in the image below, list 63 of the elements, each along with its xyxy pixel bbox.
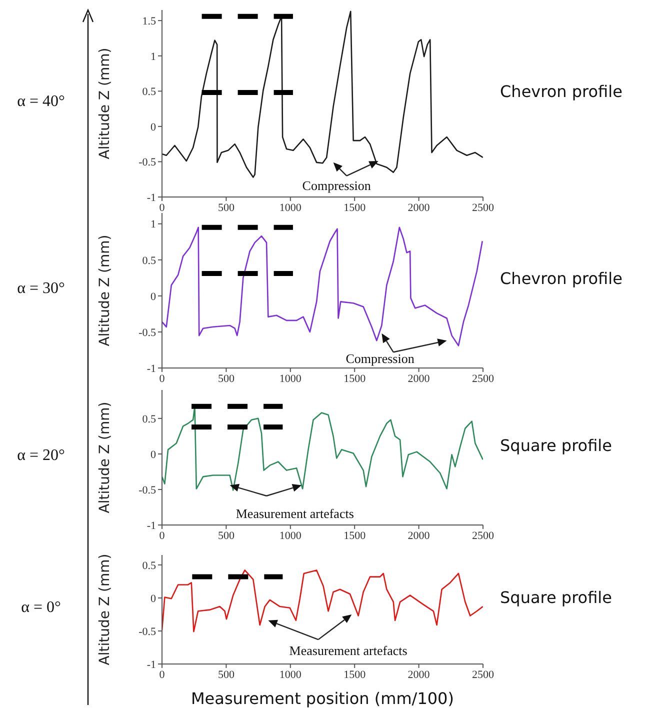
y-tick-label: 0.5: [142, 254, 156, 267]
y-tick-label: -0.5: [138, 326, 156, 339]
y-tick-label: 0.5: [142, 86, 156, 98]
y-axis-title: Altitude Z (mm): [96, 402, 113, 514]
annotation: Measurement artefacts: [234, 506, 355, 522]
x-tick-label: 2500: [472, 372, 494, 385]
x-tick-label: 0: [159, 372, 166, 385]
x-axis-title: Measurement position (mm/100): [191, 689, 454, 708]
x-tick-label: 1500: [344, 668, 366, 681]
x-tick-label: 1500: [344, 372, 366, 385]
y-tick-label: -0.5: [138, 484, 156, 496]
y-axis-title: Altitude Z (mm): [96, 554, 113, 666]
annotation: Compression: [301, 178, 372, 194]
text: α = 40°: [16, 92, 66, 110]
x-tick-label: 2500: [472, 530, 494, 542]
y-tick-label: 0: [150, 592, 156, 605]
y-tick-label: -1: [146, 520, 156, 532]
x-tick-label: 1500: [344, 202, 366, 214]
y-tick-label: -1: [146, 362, 156, 375]
x-tick-label: 0: [159, 668, 166, 681]
x-tick-label: 2500: [472, 202, 494, 214]
y-axis-title: Altitude Z (mm): [96, 48, 113, 160]
line-series: [162, 226, 483, 346]
y-tick-label: 1.5: [142, 15, 156, 28]
y-tick-label: 0.5: [142, 413, 156, 426]
x-tick-label: 2500: [472, 668, 494, 681]
x-tick-label: 500: [218, 530, 235, 542]
x-tick-label: 500: [218, 668, 235, 681]
x-tick-label: 0: [159, 202, 166, 214]
y-tick-label: 0: [150, 290, 156, 303]
y-tick-label: 1: [150, 218, 156, 231]
x-tick-label: 1000: [279, 372, 302, 385]
x-tick-label: 2000: [408, 668, 430, 681]
x-tick-label: 1000: [279, 202, 302, 214]
y-tick-label: 1: [150, 50, 156, 63]
x-tick-label: 2000: [408, 530, 430, 542]
x-tick-label: 500: [218, 202, 235, 214]
x-tick-label: 2000: [408, 372, 430, 385]
text: Square profile: [500, 588, 613, 606]
x-tick-label: 2000: [408, 202, 430, 214]
x-tick-label: 1000: [279, 530, 302, 542]
text: Chevron profile: [500, 82, 624, 100]
y-tick-label: -0.5: [138, 626, 156, 638]
annotation: Measurement artefacts: [288, 642, 408, 659]
x-tick-label: 500: [218, 372, 235, 385]
y-tick-label: 0.5: [142, 560, 156, 572]
line-series: [162, 10, 483, 178]
x-tick-label: 1000: [279, 668, 302, 681]
y-tick-label: -1: [146, 192, 156, 204]
x-tick-label: 0: [159, 530, 166, 542]
y-axis-title: Altitude Z (mm): [96, 234, 113, 346]
y-tick-label: 0: [150, 121, 156, 134]
text: Square profile: [500, 436, 613, 454]
y-tick-label: -1: [146, 658, 156, 671]
y-tick-label: -0.5: [138, 156, 156, 169]
text: Chevron profile: [500, 268, 624, 288]
y-tick-label: 0: [150, 448, 156, 461]
x-tick-label: 1500: [344, 530, 366, 542]
text: α = 30°: [16, 280, 66, 298]
text: α = 0°: [20, 598, 62, 616]
text: α = 20°: [16, 446, 66, 464]
line-series: [162, 570, 483, 632]
annotation: Compression: [344, 350, 416, 367]
